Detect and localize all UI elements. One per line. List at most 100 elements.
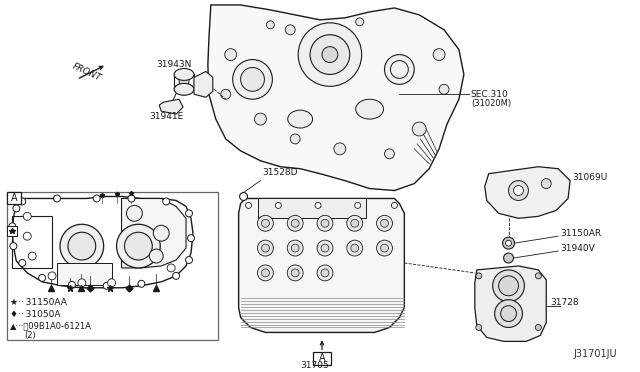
Text: 31528D: 31528D bbox=[262, 168, 298, 177]
Bar bbox=[259, 199, 365, 218]
Circle shape bbox=[246, 202, 252, 208]
Circle shape bbox=[291, 244, 299, 252]
Circle shape bbox=[513, 186, 524, 196]
Circle shape bbox=[241, 67, 264, 91]
Circle shape bbox=[154, 225, 169, 241]
Bar bbox=[8, 192, 218, 340]
Circle shape bbox=[186, 210, 193, 217]
Circle shape bbox=[78, 279, 86, 287]
Circle shape bbox=[266, 21, 275, 29]
Circle shape bbox=[128, 195, 135, 202]
Circle shape bbox=[285, 25, 295, 35]
Circle shape bbox=[351, 244, 358, 252]
Bar bbox=[12, 217, 52, 268]
Circle shape bbox=[108, 279, 116, 287]
Circle shape bbox=[298, 23, 362, 86]
Circle shape bbox=[9, 223, 16, 230]
Circle shape bbox=[38, 275, 45, 281]
Bar bbox=[8, 192, 21, 205]
Polygon shape bbox=[484, 167, 570, 218]
Circle shape bbox=[167, 264, 175, 272]
Ellipse shape bbox=[356, 99, 383, 119]
Circle shape bbox=[103, 282, 110, 289]
Circle shape bbox=[28, 252, 36, 260]
Circle shape bbox=[23, 212, 31, 220]
Circle shape bbox=[127, 205, 142, 221]
Circle shape bbox=[221, 89, 230, 99]
Circle shape bbox=[500, 306, 516, 321]
Circle shape bbox=[355, 202, 361, 208]
Text: 31941E: 31941E bbox=[149, 112, 184, 121]
Text: 31943N: 31943N bbox=[156, 60, 191, 68]
Circle shape bbox=[495, 300, 522, 327]
Circle shape bbox=[262, 269, 269, 277]
Circle shape bbox=[291, 219, 299, 227]
Circle shape bbox=[186, 257, 193, 263]
Circle shape bbox=[19, 260, 26, 266]
Bar bbox=[8, 226, 17, 236]
Circle shape bbox=[149, 249, 163, 263]
Text: (31020M): (31020M) bbox=[471, 99, 511, 108]
Circle shape bbox=[347, 215, 363, 231]
Circle shape bbox=[48, 272, 56, 280]
Circle shape bbox=[356, 18, 364, 26]
Polygon shape bbox=[122, 199, 186, 268]
Circle shape bbox=[19, 198, 26, 205]
Circle shape bbox=[225, 49, 237, 61]
Circle shape bbox=[535, 324, 541, 330]
Circle shape bbox=[322, 46, 338, 62]
Circle shape bbox=[116, 224, 160, 268]
Circle shape bbox=[509, 181, 529, 201]
Text: 31705: 31705 bbox=[301, 361, 330, 370]
Circle shape bbox=[321, 219, 329, 227]
Circle shape bbox=[381, 219, 388, 227]
Circle shape bbox=[476, 273, 482, 279]
Circle shape bbox=[476, 324, 482, 330]
Bar bbox=[57, 263, 111, 285]
Circle shape bbox=[287, 265, 303, 281]
Circle shape bbox=[502, 237, 515, 249]
Circle shape bbox=[54, 195, 61, 202]
Circle shape bbox=[392, 202, 397, 208]
Circle shape bbox=[68, 232, 96, 260]
Ellipse shape bbox=[174, 83, 194, 95]
Circle shape bbox=[173, 272, 180, 279]
Text: 31940V: 31940V bbox=[560, 244, 595, 253]
Circle shape bbox=[257, 215, 273, 231]
Circle shape bbox=[239, 193, 248, 201]
Circle shape bbox=[291, 269, 299, 277]
Circle shape bbox=[385, 55, 414, 84]
Ellipse shape bbox=[174, 68, 194, 80]
Circle shape bbox=[351, 219, 358, 227]
Polygon shape bbox=[159, 99, 183, 114]
Circle shape bbox=[541, 179, 551, 189]
Text: A: A bbox=[319, 353, 325, 363]
Circle shape bbox=[23, 232, 31, 240]
Circle shape bbox=[262, 244, 269, 252]
Circle shape bbox=[334, 143, 346, 155]
Text: ♦·· 31050A: ♦·· 31050A bbox=[10, 310, 61, 319]
Circle shape bbox=[315, 202, 321, 208]
Polygon shape bbox=[208, 5, 464, 190]
Text: ★·· 31150AA: ★·· 31150AA bbox=[10, 298, 67, 307]
Circle shape bbox=[321, 269, 329, 277]
Text: 31150AR: 31150AR bbox=[560, 229, 601, 238]
Text: A: A bbox=[11, 193, 18, 202]
Circle shape bbox=[381, 244, 388, 252]
Text: 31069U: 31069U bbox=[572, 173, 607, 182]
Circle shape bbox=[376, 240, 392, 256]
Circle shape bbox=[179, 76, 189, 86]
Circle shape bbox=[287, 215, 303, 231]
Text: FRONT: FRONT bbox=[71, 62, 102, 83]
Circle shape bbox=[439, 84, 449, 94]
Circle shape bbox=[262, 219, 269, 227]
Circle shape bbox=[310, 35, 350, 74]
Circle shape bbox=[317, 240, 333, 256]
Circle shape bbox=[93, 195, 100, 202]
Circle shape bbox=[317, 215, 333, 231]
Circle shape bbox=[255, 113, 266, 125]
Polygon shape bbox=[475, 266, 547, 341]
Circle shape bbox=[385, 149, 394, 159]
Text: J31701JU: J31701JU bbox=[573, 349, 617, 359]
Circle shape bbox=[138, 280, 145, 287]
